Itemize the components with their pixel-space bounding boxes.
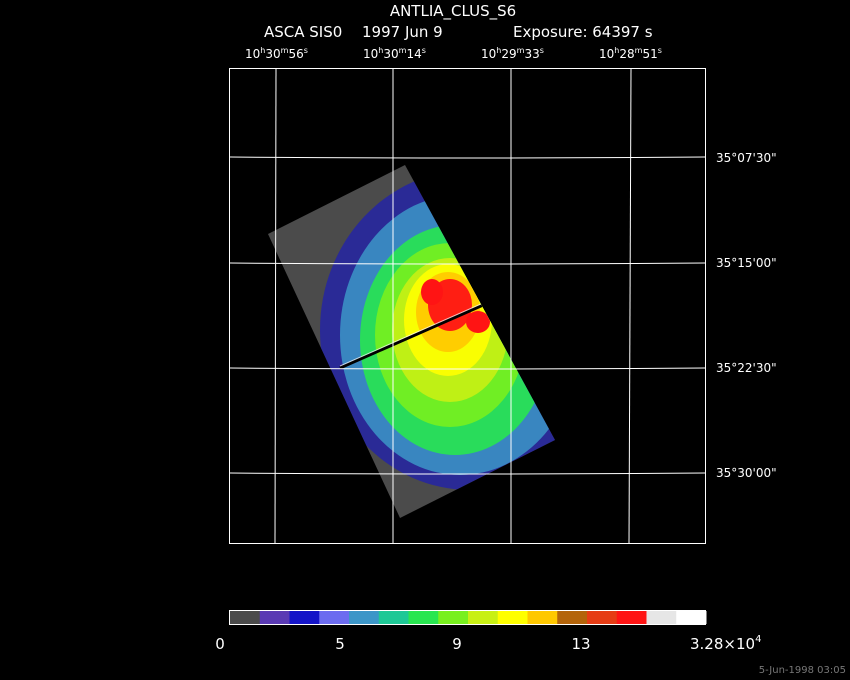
colorbar-label: 0 [215, 635, 225, 653]
colorbar-frame [229, 610, 706, 625]
dec-tick-label: 35°22'30" [716, 361, 777, 375]
dec-tick-label: 35°15'00" [716, 256, 777, 270]
colorbar-swatch [378, 611, 409, 624]
colorbar-swatch [408, 611, 439, 624]
ra-gridline [628, 68, 632, 544]
ra-tick-label: 10h29m33s [481, 46, 544, 61]
colorbar-swatch [646, 611, 677, 624]
colorbar-swatch [587, 611, 618, 624]
colorbar-swatch [527, 611, 558, 624]
plot-frame [229, 68, 706, 544]
colorbar [230, 611, 707, 624]
colorbar-swatch [230, 611, 261, 624]
exposure-label: Exposure: 64397 s [513, 23, 653, 41]
colorbar-swatch [289, 611, 320, 624]
colorbar-swatch [676, 611, 707, 624]
colorbar-label: 13 [571, 635, 590, 653]
colorbar-label: 9 [452, 635, 462, 653]
colorbar-swatch [319, 611, 350, 624]
ra-tick-label: 10h30m56s [245, 46, 308, 61]
colorbar-swatch [349, 611, 380, 624]
dec-gridline [229, 262, 706, 265]
dec-gridline [229, 367, 706, 370]
timestamp: 5-Jun-1998 03:05 [759, 665, 846, 676]
colorbar-labels: 0 5 9 13 3.28×104 [215, 634, 761, 653]
colorbar-swatch [468, 611, 499, 624]
colorbar-label: 5 [335, 635, 345, 653]
colorbar-swatch [557, 611, 588, 624]
ra-tick-label: 10h30m14s [363, 46, 426, 61]
colorbar-max-label: 3.28×104 [690, 634, 761, 653]
colorbar-swatch [438, 611, 469, 624]
dec-tick-label: 35°07'30" [716, 151, 777, 165]
ra-gridline [274, 68, 277, 544]
dec-tick-label: 35°30'00" [716, 466, 777, 480]
colorbar-swatch [259, 611, 290, 624]
instrument-label: ASCA SIS0 [264, 23, 342, 41]
ra-tick-label: 10h28m51s [599, 46, 662, 61]
detector-image [268, 165, 555, 518]
ra-axis-labels: 10h30m56s 10h30m14s 10h29m33s 10h28m51s [245, 46, 662, 61]
dec-gridline [229, 472, 706, 475]
observation-date: 1997 Jun 9 [362, 23, 443, 41]
colorbar-swatch [497, 611, 528, 624]
image-title: ANTLIA_CLUS_S6 [390, 2, 516, 21]
colorbar-swatch [616, 611, 647, 624]
dec-gridline [229, 156, 706, 159]
coordinate-grid [229, 68, 706, 544]
dec-axis-labels: 35°07'30" 35°15'00" 35°22'30" 35°30'00" [716, 151, 777, 480]
